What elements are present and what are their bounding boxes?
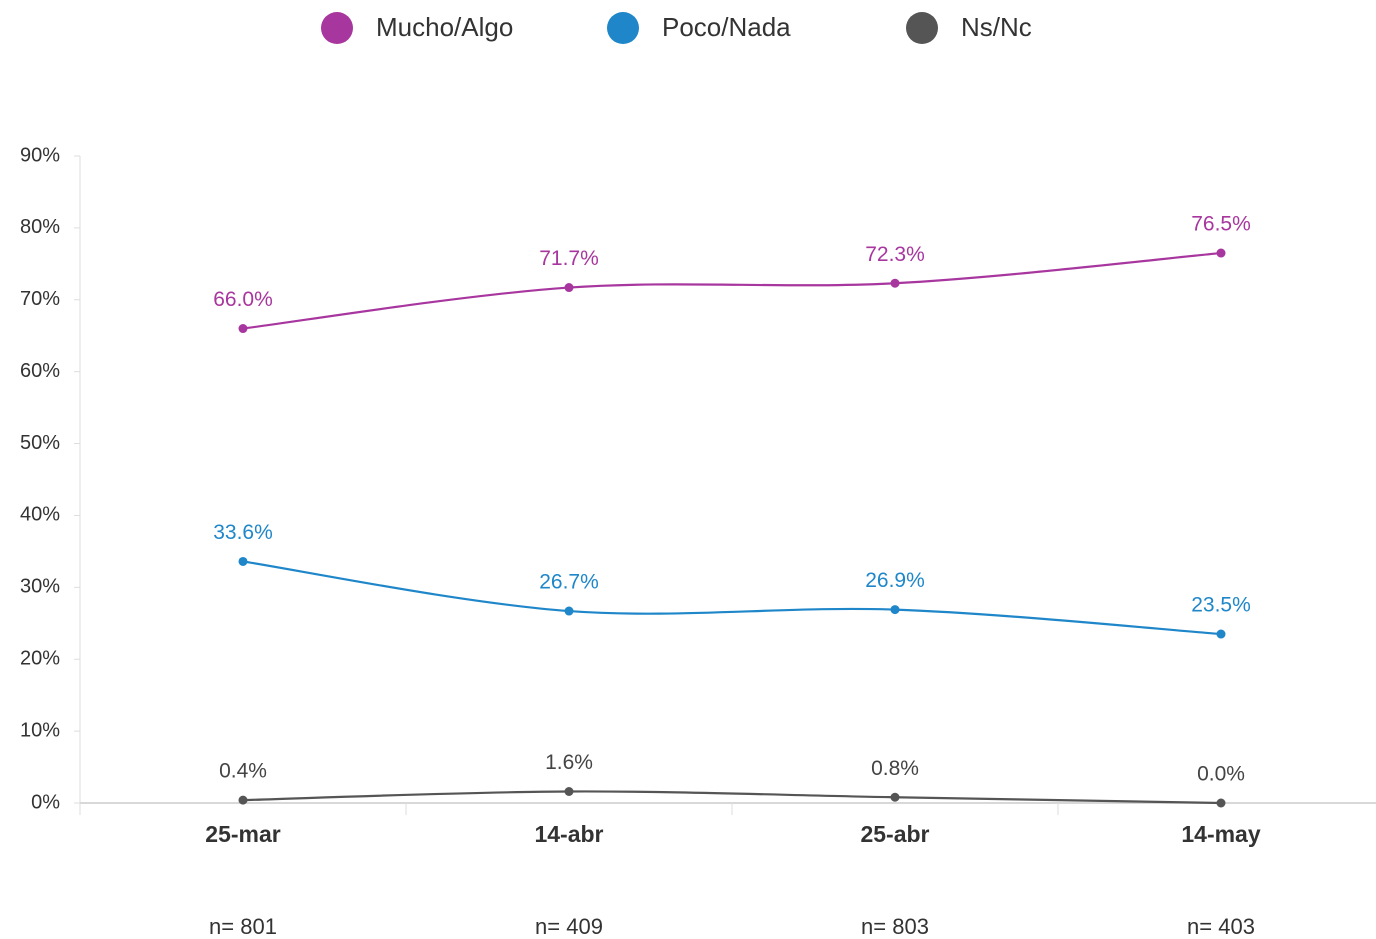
x-tick-label: 14-may: [1181, 821, 1260, 847]
y-tick-label: 40%: [20, 504, 60, 526]
data-point: [1216, 629, 1226, 639]
data-point: [890, 792, 900, 802]
data-point: [1216, 798, 1226, 808]
data-point: [890, 278, 900, 288]
legend-label: Poco/Nada: [662, 12, 791, 42]
legend-label: Ns/Nc: [961, 12, 1032, 42]
data-label: 26.7%: [539, 571, 599, 594]
data-point: [238, 324, 248, 334]
data-label: 0.8%: [871, 757, 919, 780]
data-point: [1216, 248, 1226, 258]
data-label: 0.0%: [1197, 763, 1245, 786]
legend-marker: [607, 12, 639, 44]
data-point: [238, 556, 248, 566]
series-line: [242, 251, 1222, 330]
data-point: [564, 786, 574, 796]
y-tick-label: 80%: [20, 216, 60, 238]
data-point: [564, 283, 574, 293]
data-label: 33.6%: [213, 521, 273, 544]
legend-label: Mucho/Algo: [376, 12, 513, 42]
x-tick-label: 25-abr: [860, 821, 929, 847]
data-point: [564, 606, 574, 616]
y-tick-label: 20%: [20, 648, 60, 670]
y-tick-label: 30%: [20, 576, 60, 598]
data-label: 0.4%: [219, 760, 267, 783]
sample-size: n= 803: [861, 914, 929, 939]
data-label: 23.5%: [1191, 594, 1251, 617]
data-label: 26.9%: [865, 569, 925, 592]
series-line: [242, 560, 1222, 636]
data-label: 66.0%: [213, 288, 273, 311]
data-point: [238, 795, 248, 805]
sample-size: n= 409: [535, 914, 603, 939]
x-tick-label: 14-abr: [534, 821, 603, 847]
y-tick-label: 90%: [20, 144, 60, 166]
series-line: [242, 790, 1222, 805]
legend-marker: [321, 12, 353, 44]
legend-marker: [906, 12, 938, 44]
data-label: 1.6%: [545, 751, 593, 774]
data-label: 71.7%: [539, 247, 599, 270]
y-tick-label: 50%: [20, 432, 60, 454]
data-label: 72.3%: [865, 243, 925, 266]
data-label: 76.5%: [1191, 213, 1251, 236]
x-tick-label: 25-mar: [205, 821, 280, 847]
y-tick-label: 60%: [20, 360, 60, 382]
y-tick-label: 10%: [20, 719, 60, 741]
y-tick-label: 0%: [31, 791, 60, 813]
y-tick-label: 70%: [20, 288, 60, 310]
sample-size: n= 801: [209, 914, 277, 939]
data-point: [890, 605, 900, 615]
sample-size: n= 403: [1187, 914, 1255, 939]
